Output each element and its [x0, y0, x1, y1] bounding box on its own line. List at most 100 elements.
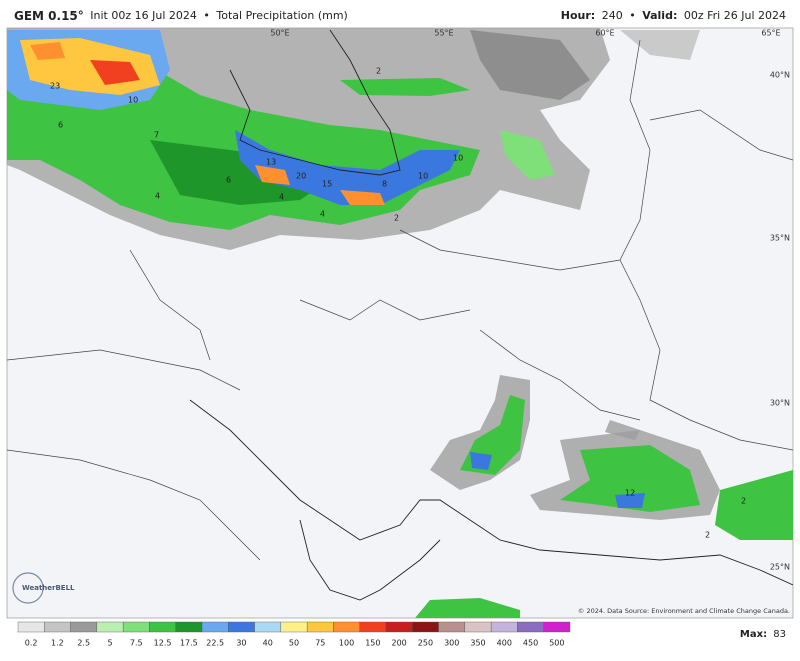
legend-swatch	[490, 621, 518, 633]
border	[619, 259, 793, 451]
header-left: GEM 0.15° Init 00z 16 Jul 2024 • Total P…	[14, 9, 348, 23]
legend-swatch	[44, 621, 71, 633]
logo: WeatherBELL	[22, 584, 75, 592]
max-value: 83	[773, 629, 786, 640]
hour: 240	[602, 9, 623, 22]
border	[129, 249, 211, 361]
latitude-label: 30°N	[770, 399, 790, 408]
border	[649, 109, 793, 161]
legend-label: 30	[236, 639, 246, 648]
legend-label: 200	[392, 639, 407, 648]
header-right: Hour: 240 • Valid: 00z Fri 26 Jul 2024	[561, 9, 786, 22]
contour-label: 4	[155, 192, 160, 201]
legend-label: 100	[339, 639, 354, 648]
hour-label: Hour:	[561, 9, 595, 22]
legend-swatch	[17, 621, 45, 633]
contour-label: 6	[58, 121, 63, 130]
legend-label: 7.5	[130, 639, 143, 648]
borders	[7, 29, 793, 601]
contour-label: 7	[154, 131, 159, 140]
legend-swatch	[333, 621, 360, 633]
precip-green	[415, 598, 520, 618]
legend-swatch	[122, 621, 150, 633]
legend-label: 12.5	[154, 639, 172, 648]
separator: •	[203, 9, 210, 22]
contour-label: 20	[296, 172, 306, 181]
legend-swatch	[228, 621, 255, 633]
contour-label: 2	[376, 67, 381, 76]
contour-label: 2	[705, 531, 710, 540]
legend-label: 75	[315, 639, 325, 648]
border	[479, 329, 641, 421]
longitude-label: 50°E	[270, 29, 289, 38]
precip-gray	[620, 30, 700, 60]
legend-label: 22.5	[206, 639, 224, 648]
caspian-coast	[229, 29, 401, 176]
precip-dkgreen	[150, 140, 330, 205]
latitude-label: 25°N	[770, 563, 790, 572]
legend-label: 5	[107, 639, 112, 648]
border	[7, 349, 241, 391]
legend-label: 350	[470, 639, 485, 648]
contour-label: 12	[625, 489, 635, 498]
legend-swatch	[543, 621, 571, 633]
legend-label: 150	[365, 639, 380, 648]
legend-swatch	[306, 621, 334, 633]
precip-blue	[470, 452, 492, 470]
precip-green	[560, 445, 700, 512]
precip-blue	[615, 493, 645, 508]
longitude-label: 60°E	[595, 29, 614, 38]
precip-field	[7, 28, 793, 618]
legend: 0.2 1.2 2.5 5 7.5 12.5 17.5 22.5 30 40 50 75 100 150 2…	[17, 621, 571, 648]
contour-label: 15	[322, 180, 332, 189]
contour-label: 10	[128, 96, 138, 105]
contour-label: 2	[394, 214, 399, 223]
credit: © 2024. Data Source: Environment and Cli…	[578, 607, 790, 615]
legend-swatch	[280, 621, 308, 633]
precip-blue	[235, 130, 460, 205]
contour-label: 4	[279, 193, 284, 202]
border	[299, 299, 471, 321]
contour-label: 23	[50, 82, 60, 91]
legend-label: 400	[497, 639, 512, 648]
map: 50°E 55°E 60°E 65°E 40°N 35°N 30°N 25°N …	[6, 27, 794, 619]
max: Max: 83	[740, 629, 786, 640]
contour-label: 8	[382, 180, 387, 189]
legend-label: 17.5	[180, 639, 198, 648]
contour-label: 4	[320, 210, 325, 219]
latitude-label: 40°N	[770, 71, 790, 80]
border	[7, 449, 261, 561]
contour-label: 2	[741, 497, 746, 506]
legend-label: 0.2	[25, 639, 38, 648]
legend-swatch	[149, 621, 176, 633]
valid-label: Valid:	[642, 9, 677, 22]
precip-green	[340, 78, 470, 96]
contour-label: 10	[453, 154, 463, 163]
legend-label: 2.5	[77, 639, 90, 648]
init: Init 00z 16 Jul 2024	[90, 9, 197, 22]
separator: •	[629, 9, 636, 22]
precip-green	[715, 470, 793, 540]
legend-label: 450	[523, 639, 538, 648]
legend-swatch	[464, 621, 492, 633]
max-label: Max:	[740, 629, 767, 640]
precip-gray	[605, 420, 640, 440]
precip-orange	[255, 165, 290, 185]
longitude-label: 65°E	[761, 29, 780, 38]
gulf-coast	[189, 399, 793, 586]
arabia-coast	[299, 519, 441, 601]
legend-swatch	[438, 621, 466, 633]
precip-orange	[340, 190, 385, 205]
precip-orange	[30, 42, 65, 60]
legend-swatch	[359, 621, 387, 633]
logo-mark	[12, 572, 44, 604]
legend-swatch	[385, 621, 413, 633]
precip-gray	[470, 30, 590, 100]
legend-label: 50	[289, 639, 299, 648]
model: GEM 0.15°	[14, 9, 84, 23]
legend-label: 250	[418, 639, 433, 648]
legend-swatch	[70, 621, 98, 633]
legend-label: 500	[549, 639, 564, 648]
